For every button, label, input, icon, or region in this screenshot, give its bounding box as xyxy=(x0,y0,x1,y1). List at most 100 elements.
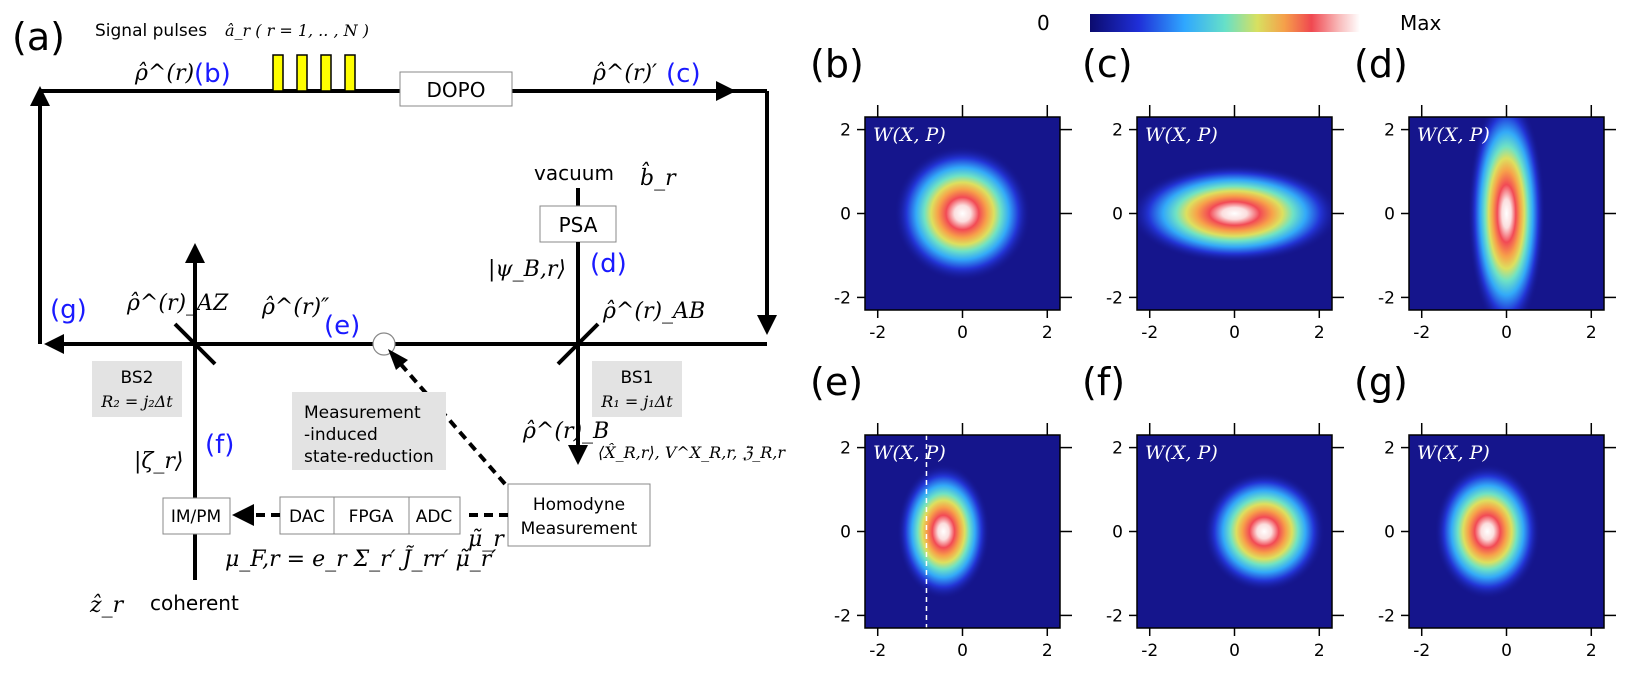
zeta-label: |ζ_r⟩ xyxy=(134,449,183,474)
colorbar-max-label: Max xyxy=(1400,11,1442,35)
x-tick-label: 2 xyxy=(1314,641,1325,661)
schematic: (a) Signal pulses â_r ( r = 1, .. , N ) … xyxy=(12,15,786,618)
bs1-label: BS1 xyxy=(621,368,654,388)
measurement-node xyxy=(372,332,396,356)
x-tick-label: 2 xyxy=(1586,641,1597,661)
signal-pulses-label: Signal pulses xyxy=(95,21,207,41)
y-tick-label: 2 xyxy=(1112,121,1123,141)
observables-label: ⟨X̂_R,r⟩, V^X_R,r, ℨ_R,r xyxy=(598,443,786,462)
bs1-box xyxy=(592,361,682,417)
marker-d: (d) xyxy=(590,249,627,279)
dac-arrowhead xyxy=(232,504,254,526)
wigner-panel-e: W(X, P) (e) -2 -2 0 0 2 2 xyxy=(810,360,1072,661)
x-tick-label: 0 xyxy=(957,323,968,343)
rho-e-label: ρ̂^(r)″ xyxy=(261,295,330,320)
bs2-ratio: R₂ = j₂Δt xyxy=(100,392,173,411)
bs2-mirror xyxy=(173,322,217,366)
bottom-left-arrowhead xyxy=(44,334,64,354)
coherent-label: coherent xyxy=(150,591,239,615)
y-tick-label: 0 xyxy=(840,523,851,543)
measurement-backaction-line xyxy=(396,359,507,486)
x-tick-label: 2 xyxy=(1042,641,1053,661)
bs1-ratio: R₁ = j₁Δt xyxy=(600,392,673,411)
x-tick-label: 2 xyxy=(1586,323,1597,343)
psi-b-label: |ψ_B,r⟩ xyxy=(488,257,566,282)
mu-tilde-label: μ̃_r xyxy=(468,527,505,552)
marker-c: (c) xyxy=(666,59,701,89)
y-tick-label: 2 xyxy=(1112,439,1123,459)
bs2-box xyxy=(92,361,182,417)
wigner-distribution xyxy=(1137,164,1332,263)
rho-c-label: ρ̂^(r)′ xyxy=(592,61,657,86)
measurement-note-box xyxy=(292,392,446,470)
wigner-panel-c: W(X, P) (c) -2 -2 0 0 2 2 xyxy=(1082,42,1344,343)
fpga-label: FPGA xyxy=(349,507,394,527)
panel-label: (g) xyxy=(1354,360,1408,404)
bs2-up-arrowhead xyxy=(185,243,205,263)
wigner-distribution xyxy=(894,145,1031,282)
psa-label: PSA xyxy=(559,213,598,237)
x-tick-label: -2 xyxy=(869,323,886,343)
b-hat-label: b̂_r xyxy=(640,162,677,191)
im-pm-box xyxy=(162,497,231,535)
y-tick-label: -2 xyxy=(1378,288,1395,308)
wigner-axis-label: W(X, P) xyxy=(1145,124,1218,146)
marker-b: (b) xyxy=(194,59,231,89)
marker-e: (e) xyxy=(324,311,360,341)
bs1-down-arrowhead xyxy=(568,445,588,465)
signal-pulses-math: â_r ( r = 1, .. , N ) xyxy=(225,21,369,40)
signal-pulse xyxy=(344,54,356,92)
backaction-arrowhead xyxy=(388,349,408,370)
bs1-mirror xyxy=(556,322,600,366)
panel-label: (c) xyxy=(1082,42,1133,86)
colorbar-min-label: 0 xyxy=(1037,11,1050,35)
y-tick-label: 0 xyxy=(840,205,851,225)
wigner-axis-label: W(X, P) xyxy=(1417,124,1490,146)
bs2-label: BS2 xyxy=(121,368,154,388)
wigner-panel-d: W(X, P) (d) -2 -2 0 0 2 2 xyxy=(1354,42,1616,343)
wigner-distribution xyxy=(1434,463,1541,600)
y-tick-label: 0 xyxy=(1112,523,1123,543)
y-tick-label: 2 xyxy=(1384,439,1395,459)
y-tick-label: -2 xyxy=(1378,606,1395,626)
panel-label: (e) xyxy=(810,360,863,404)
x-tick-label: 0 xyxy=(1229,641,1240,661)
wigner-distribution xyxy=(1467,117,1546,310)
y-tick-label: -2 xyxy=(834,606,851,626)
left-arrowhead xyxy=(30,86,50,106)
x-tick-label: -2 xyxy=(869,641,886,661)
marker-g: (g) xyxy=(50,295,87,325)
signal-pulse xyxy=(296,54,308,92)
panel-label: (b) xyxy=(810,42,864,86)
measurement-note-2: -induced xyxy=(304,425,378,445)
wigner-panels: W(X, P) (b) -2 -2 0 0 2 2 W(X, P) (c) -2 -2 0 0 2 2 W(X,… xyxy=(810,42,1616,661)
adc-label: ADC xyxy=(416,507,453,527)
wigner-axis-label: W(X, P) xyxy=(873,442,946,464)
rho-b-out-label: ρ̂^(r)_B xyxy=(522,419,609,444)
feedback-equation: μ_F,r = e_r Σ_r′ J̃_rr′ μ̃_r′ xyxy=(225,546,496,572)
wigner-distribution xyxy=(1203,471,1325,592)
y-tick-label: -2 xyxy=(1106,288,1123,308)
psa-box xyxy=(539,205,617,243)
y-tick-label: 0 xyxy=(1384,205,1395,225)
x-tick-label: -2 xyxy=(1413,323,1430,343)
x-tick-label: 0 xyxy=(957,641,968,661)
wigner-axis-label: W(X, P) xyxy=(873,124,946,146)
y-tick-label: 2 xyxy=(1384,121,1395,141)
y-tick-label: 2 xyxy=(840,121,851,141)
rho-b-label: ρ̂^(r) xyxy=(134,61,194,86)
marker-f: (f) xyxy=(205,430,234,460)
dac-fpga-adc-box xyxy=(279,496,461,535)
homodyne-line-2: Measurement xyxy=(521,519,638,539)
dac-label: DAC xyxy=(289,507,325,527)
colorbar: 0 Max xyxy=(1037,11,1442,35)
right-arrowhead xyxy=(757,315,777,335)
top-arrowhead xyxy=(716,81,736,101)
x-tick-label: -2 xyxy=(1141,641,1158,661)
x-tick-label: -2 xyxy=(1413,641,1430,661)
wigner-axis-label: W(X, P) xyxy=(1417,442,1490,464)
colorbar-gradient xyxy=(1090,14,1360,32)
y-tick-label: 0 xyxy=(1112,205,1123,225)
signal-pulse xyxy=(272,54,284,92)
